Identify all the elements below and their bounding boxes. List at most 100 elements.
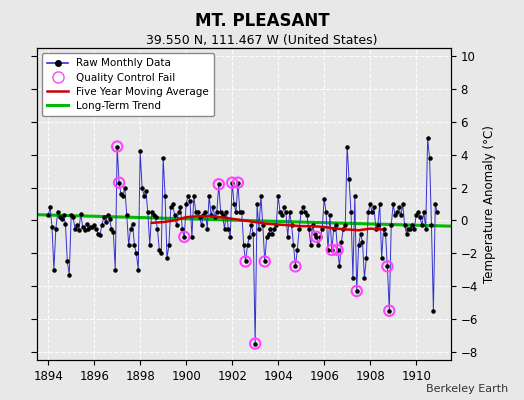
- Point: [326, 212, 334, 219]
- Point: [182, 201, 190, 207]
- Point: [224, 226, 233, 232]
- Point: [310, 230, 319, 237]
- Point: [237, 209, 246, 216]
- Point: [291, 263, 300, 270]
- Point: [309, 222, 317, 228]
- Point: [186, 198, 194, 204]
- Point: [234, 180, 242, 186]
- Point: [245, 234, 254, 240]
- Point: [71, 226, 79, 232]
- Point: [115, 180, 123, 186]
- Point: [387, 222, 396, 228]
- Point: [170, 212, 179, 219]
- Point: [397, 212, 405, 219]
- Point: [391, 212, 399, 219]
- Point: [107, 226, 116, 232]
- Point: [184, 192, 192, 199]
- Point: [136, 148, 144, 155]
- Point: [389, 201, 397, 207]
- Point: [174, 209, 183, 216]
- Point: [153, 226, 161, 232]
- Point: [330, 226, 338, 232]
- Point: [102, 219, 110, 225]
- Point: [203, 226, 212, 232]
- Point: [97, 222, 106, 228]
- Point: [427, 222, 435, 228]
- Point: [312, 234, 321, 240]
- Point: [385, 308, 394, 314]
- Point: [169, 201, 177, 207]
- Point: [260, 258, 269, 265]
- Point: [201, 209, 210, 216]
- Point: [272, 222, 280, 228]
- Point: [132, 250, 140, 256]
- Point: [151, 214, 160, 220]
- Point: [113, 143, 122, 150]
- Point: [228, 180, 236, 186]
- Point: [307, 242, 315, 248]
- Point: [190, 192, 198, 199]
- Point: [48, 224, 56, 230]
- Point: [266, 226, 275, 232]
- Point: [59, 212, 68, 219]
- Point: [253, 201, 261, 207]
- Point: [214, 181, 223, 188]
- Point: [249, 230, 257, 237]
- Point: [103, 212, 112, 219]
- Point: [119, 192, 127, 199]
- Point: [360, 275, 368, 281]
- Point: [193, 209, 202, 216]
- Point: [105, 216, 114, 222]
- Point: [50, 266, 58, 273]
- Point: [278, 212, 286, 219]
- Point: [274, 192, 282, 199]
- Point: [364, 209, 373, 216]
- Point: [236, 209, 244, 216]
- Point: [379, 226, 388, 232]
- Point: [303, 212, 311, 219]
- Point: [297, 209, 305, 216]
- Point: [74, 227, 83, 234]
- Point: [172, 222, 181, 228]
- Point: [228, 180, 236, 186]
- Point: [94, 230, 102, 237]
- Text: MT. PLEASANT: MT. PLEASANT: [195, 12, 329, 30]
- Point: [295, 226, 303, 232]
- Point: [276, 209, 284, 216]
- Point: [140, 192, 148, 199]
- Point: [222, 209, 231, 216]
- Point: [239, 242, 248, 248]
- Point: [247, 222, 256, 228]
- Point: [88, 224, 96, 230]
- Point: [328, 247, 336, 253]
- Point: [405, 226, 413, 232]
- Point: [163, 255, 171, 261]
- Point: [333, 247, 342, 253]
- Point: [195, 214, 204, 220]
- Point: [339, 226, 347, 232]
- Point: [192, 209, 200, 216]
- Point: [301, 209, 309, 216]
- Point: [343, 143, 351, 150]
- Point: [126, 226, 135, 232]
- Point: [402, 230, 411, 237]
- Point: [259, 222, 267, 228]
- Legend: Raw Monthly Data, Quality Control Fail, Five Year Moving Average, Long-Term Tren: Raw Monthly Data, Quality Control Fail, …: [42, 53, 214, 116]
- Point: [351, 192, 359, 199]
- Point: [167, 204, 175, 210]
- Point: [312, 234, 321, 240]
- Point: [257, 192, 265, 199]
- Point: [281, 209, 290, 216]
- Point: [353, 288, 361, 294]
- Point: [268, 230, 277, 237]
- Point: [286, 209, 294, 216]
- Point: [242, 258, 250, 265]
- Point: [147, 209, 156, 216]
- Point: [408, 222, 417, 228]
- Point: [366, 201, 374, 207]
- Point: [324, 247, 332, 253]
- Point: [322, 209, 330, 216]
- Point: [358, 238, 367, 245]
- Point: [251, 340, 259, 347]
- Point: [356, 230, 365, 237]
